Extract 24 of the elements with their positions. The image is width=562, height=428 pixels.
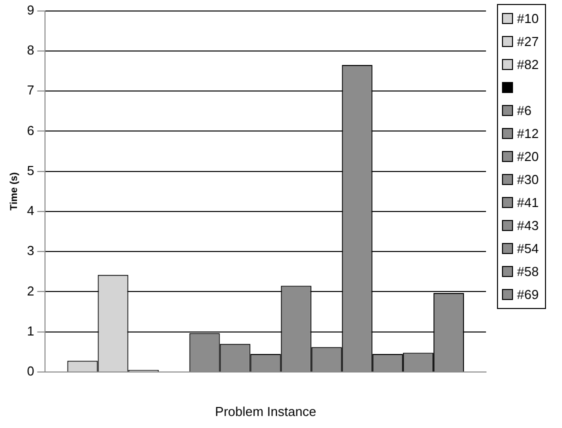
legend-label: #54 xyxy=(517,241,539,256)
y-tick-label: 5 xyxy=(26,162,34,178)
y-tick-label: 8 xyxy=(26,42,34,58)
legend-label: #10 xyxy=(517,11,539,26)
y-tick-label: 9 xyxy=(26,2,34,18)
legend-label: #30 xyxy=(517,172,539,187)
y-tick-label: 4 xyxy=(26,203,34,218)
y-tick-label: 1 xyxy=(26,323,34,338)
legend-label: #69 xyxy=(517,287,539,302)
legend-label: #43 xyxy=(517,218,539,233)
legend-label: #20 xyxy=(517,149,539,164)
legend-label: #41 xyxy=(517,195,539,210)
x-axis-title: Problem Instance xyxy=(215,404,316,419)
legend-label: #82 xyxy=(517,57,539,72)
legend-label: #6 xyxy=(517,103,532,118)
y-tick-label: 3 xyxy=(26,243,34,258)
legend-label: #27 xyxy=(517,34,539,49)
y-tick-label: 0 xyxy=(26,364,34,379)
y-axis-title: Time (s) xyxy=(8,172,20,210)
legend-label: #58 xyxy=(517,264,539,279)
legend-label: #12 xyxy=(517,126,539,141)
y-tick-label: 7 xyxy=(26,82,34,98)
y-tick-label: 2 xyxy=(26,283,34,298)
y-tick-label: 6 xyxy=(26,122,34,138)
